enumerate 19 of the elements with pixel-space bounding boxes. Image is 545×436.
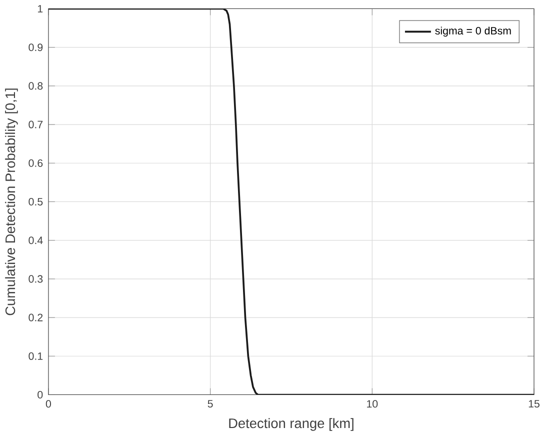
x-tick-label: 5 bbox=[208, 400, 213, 408]
x-tick-label: 0 bbox=[46, 400, 52, 408]
legend-label: sigma = 0 dBsm bbox=[435, 26, 511, 37]
y-axis-title: Cumulative Detection Probability [0,1] bbox=[5, 88, 18, 316]
x-axis-title: Detection range [km] bbox=[229, 418, 354, 431]
y-tick-label: 0.7 bbox=[28, 120, 43, 128]
y-tick-label: 0.1 bbox=[28, 352, 43, 360]
x-tick-label: 10 bbox=[367, 400, 378, 408]
y-tick-label: 0.8 bbox=[28, 82, 43, 90]
y-tick-label: 0.9 bbox=[28, 44, 43, 52]
x-tick-label: 15 bbox=[528, 400, 540, 408]
line-series bbox=[48, 8, 534, 395]
y-tick-label: 0.3 bbox=[28, 275, 43, 283]
y-tick-label: 1 bbox=[38, 5, 43, 12]
y-tick-label: 0.6 bbox=[28, 159, 43, 167]
y-tick-label: 0.2 bbox=[28, 314, 43, 322]
y-tick-label: 0 bbox=[38, 391, 43, 399]
y-tick-label: 0.4 bbox=[28, 236, 43, 244]
y-tick-label: 0.5 bbox=[28, 198, 43, 206]
